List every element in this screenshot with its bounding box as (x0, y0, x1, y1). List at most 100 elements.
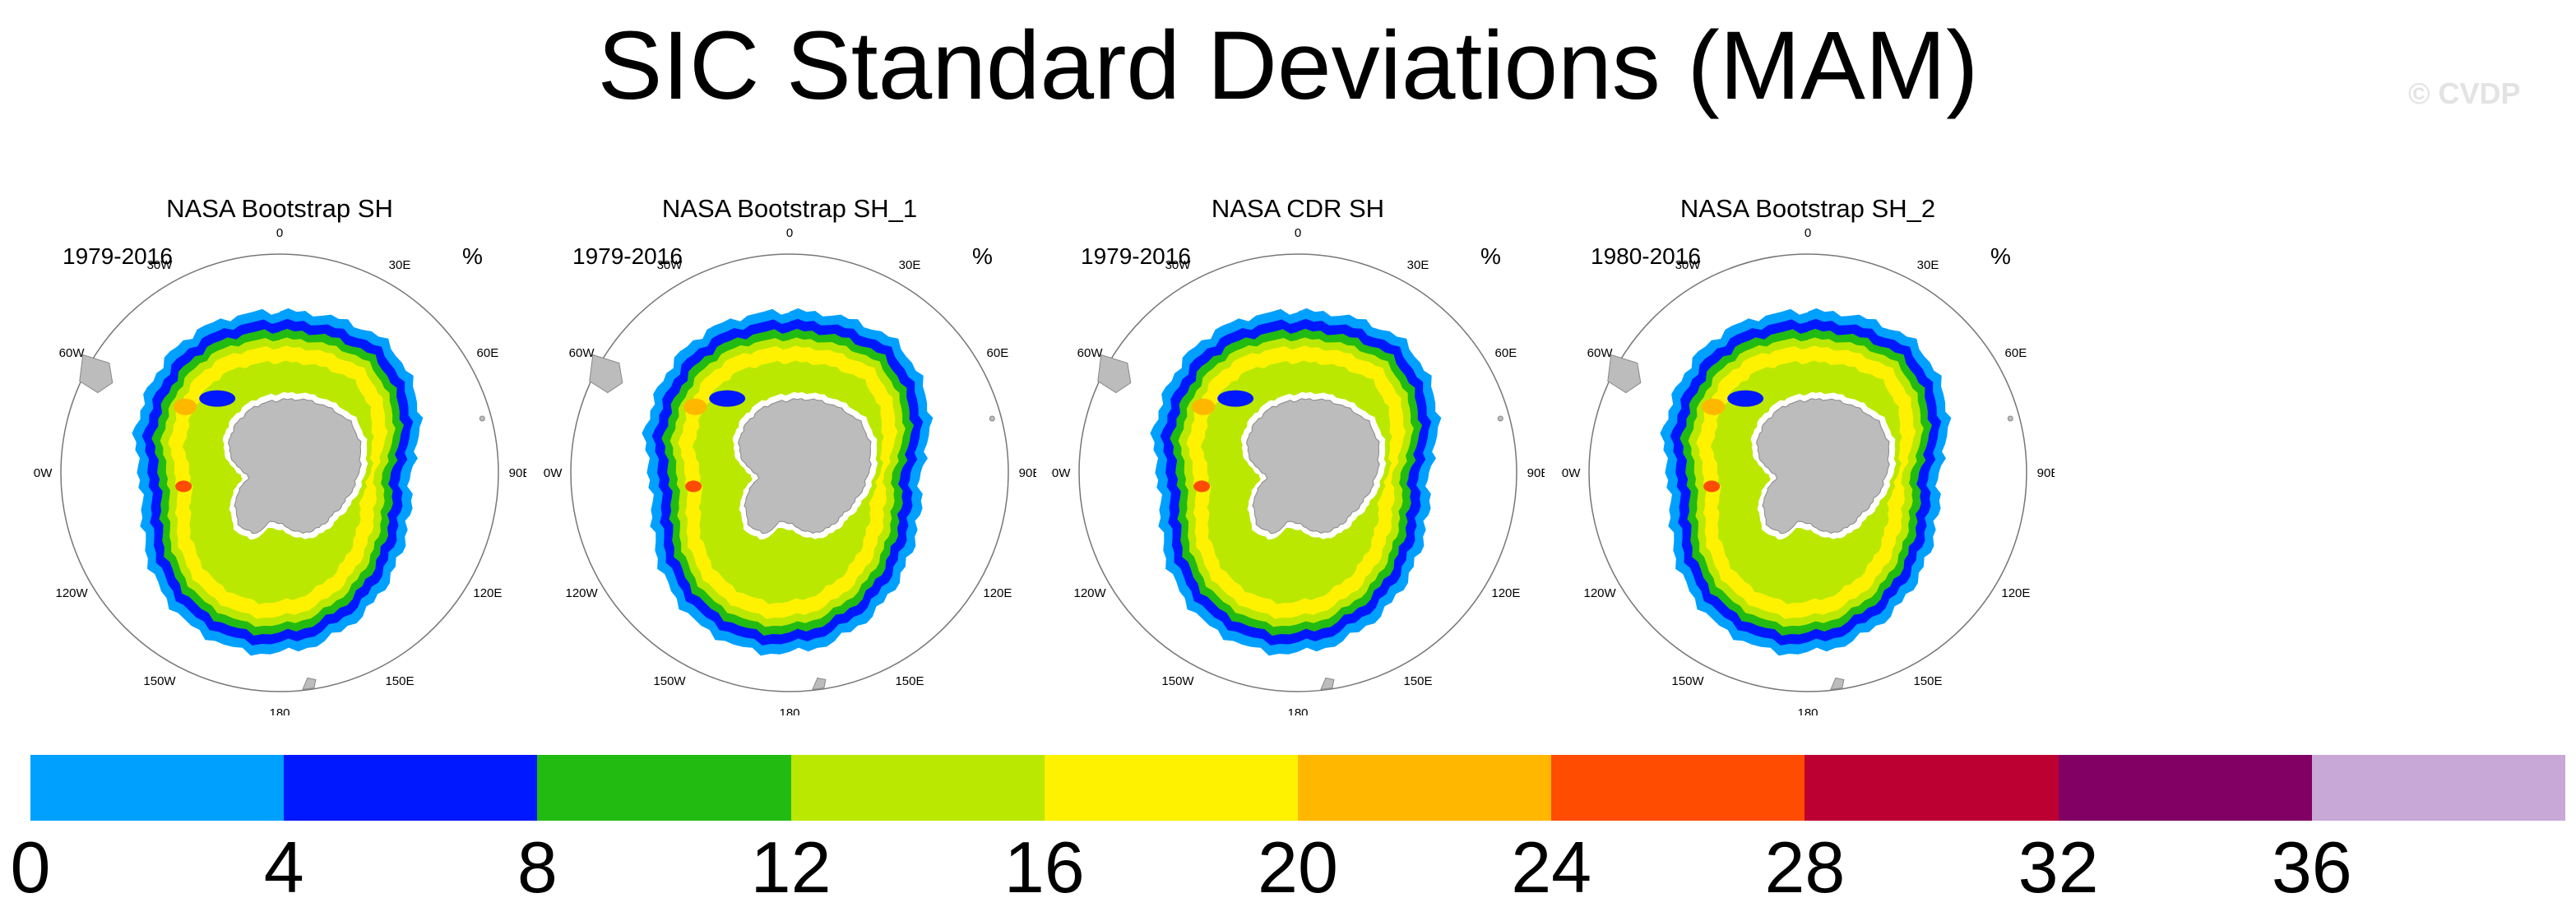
sea-ice-contour (199, 390, 236, 407)
colorbar (30, 755, 2566, 821)
longitude-label: 180 (779, 706, 799, 715)
longitude-label: 60W (569, 346, 595, 360)
sea-ice-contour (1193, 480, 1211, 493)
island-landmass (2007, 415, 2013, 422)
antarctica-landmass (228, 398, 362, 535)
sea-ice-contour (709, 390, 746, 407)
colorbar-tick-label: 8 (517, 826, 558, 908)
longitude-label: 180 (1797, 706, 1818, 715)
polar-map: 0 30E 60E 90E 120E 150E 180 150W 120W 90W 60W 30W (1051, 226, 1545, 715)
sea-ice-contour (1192, 398, 1216, 415)
longitude-label: 150W (1671, 674, 1704, 688)
panel-title: NASA Bootstrap SH_1 (661, 194, 918, 223)
sea-ice-contour (174, 398, 197, 415)
island-landmass (1830, 677, 1845, 691)
longitude-label: 150W (653, 674, 686, 688)
longitude-label: 180 (269, 706, 290, 715)
longitude-label: 150E (895, 674, 924, 688)
sea-ice-contour (1727, 390, 1764, 407)
map-panel-4: NASA Bootstrap SH_2 1980-2016 % 0 30E 60E 9… (1561, 189, 2055, 715)
panel-units: % (972, 243, 993, 269)
longitude-label: 90W (33, 466, 53, 480)
longitude-label: 90W (1051, 466, 1071, 480)
island-landmass (989, 415, 995, 422)
longitude-label: 60E (477, 346, 499, 360)
panel-units: % (1480, 243, 1501, 269)
colorbar-swatch (790, 755, 1045, 821)
longitude-label: 30E (1407, 258, 1429, 272)
longitude-label: 90E (1019, 466, 1036, 480)
longitude-label: 30W (147, 258, 174, 272)
longitude-label: 150E (1403, 674, 1432, 688)
longitude-label: 60W (1077, 346, 1104, 360)
longitude-label: 120W (1584, 586, 1617, 600)
longitude-label: 120E (473, 586, 502, 600)
colorbar-tick-label: 20 (1258, 826, 1338, 908)
longitude-label: 60W (59, 346, 86, 360)
longitude-label: 0 (276, 226, 283, 240)
panel-title: NASA Bootstrap SH (166, 194, 393, 223)
map-panel-2: NASA Bootstrap SH_1 1979-2016 % 0 30E 60E 9… (543, 189, 1036, 715)
colorbar-swatch (1298, 755, 1552, 821)
longitude-label: 120E (1491, 586, 1520, 600)
longitude-label: 60E (2005, 346, 2027, 360)
colorbar-labels: 0 4 8 12 16 20 24 28 32 36 (0, 822, 2576, 913)
panel-units: % (1990, 243, 2011, 269)
colorbar-swatch (1551, 755, 1805, 821)
cvdp-watermark: © CVDP (2408, 76, 2521, 110)
colorbar-swatch (284, 755, 538, 821)
map-panel-3: NASA CDR SH 1979-2016 % 0 30E 60E 90E 120E 15… (1051, 189, 1545, 715)
longitude-label: 30E (389, 258, 411, 272)
longitude-label: 30E (899, 258, 921, 272)
south-america-landmass (79, 354, 114, 394)
panel-title: NASA Bootstrap SH_2 (1679, 194, 1936, 223)
longitude-label: 0 (1805, 226, 1811, 240)
sea-ice-contour (175, 480, 192, 493)
island-landmass (479, 415, 485, 422)
longitude-label: 90E (2037, 466, 2055, 480)
colorbar-tick-label: 0 (10, 826, 51, 908)
longitude-label: 30W (657, 258, 683, 272)
longitude-label: 0 (786, 226, 793, 240)
longitude-label: 150E (1913, 674, 1942, 688)
panel-units: % (462, 243, 483, 269)
antarctica-landmass (1756, 398, 1890, 535)
longitude-label: 150W (143, 674, 176, 688)
colorbar-tick-label: 4 (263, 826, 304, 908)
polar-map: 0 30E 60E 90E 120E 150E 180 150W 120W 90W 60W 30W (33, 226, 526, 715)
polar-map: 0 30E 60E 90E 120E 150E 180 150W 120W 90W 60W 30W (1561, 226, 2055, 715)
sea-ice-contour (1703, 480, 1721, 493)
longitude-label: 90W (543, 466, 563, 480)
longitude-label: 30W (1675, 258, 1702, 272)
colorbar-tick-label: 32 (2018, 826, 2099, 908)
island-landmass (1320, 677, 1335, 691)
panel-period: 1979-2016 (1081, 243, 1191, 269)
longitude-label: 150W (1161, 674, 1194, 688)
colorbar-swatch (1044, 755, 1299, 821)
colorbar-tick-label: 16 (1003, 826, 1085, 908)
panel-period: 1979-2016 (63, 243, 173, 269)
antarctica-landmass (738, 398, 872, 535)
antarctica-landmass (1246, 398, 1380, 535)
longitude-label: 90E (509, 466, 526, 480)
longitude-label: 120W (1074, 586, 1107, 600)
colorbar-swatch (2311, 755, 2566, 821)
south-america-landmass (1097, 354, 1132, 394)
panel-title: NASA CDR SH (1211, 194, 1385, 223)
sea-ice-contour (1702, 398, 1726, 415)
colorbar-swatch (2058, 755, 2312, 821)
longitude-label: 120W (56, 586, 89, 600)
longitude-label: 180 (1287, 706, 1308, 715)
island-landmass (1497, 415, 1503, 422)
longitude-label: 0 (1295, 226, 1301, 240)
colorbar-tick-label: 36 (2271, 826, 2352, 908)
sea-ice-contour (1217, 390, 1254, 407)
longitude-label: 90W (1561, 466, 1581, 480)
longitude-label: 120E (983, 586, 1012, 600)
island-landmass (812, 677, 827, 691)
sea-ice-contour (683, 398, 707, 415)
figure-title: SIC Standard Deviations (MAM) (597, 12, 1979, 120)
longitude-label: 120E (2001, 586, 2030, 600)
longitude-label: 90E (1527, 466, 1545, 480)
colorbar-tick-label: 24 (1511, 826, 1592, 908)
